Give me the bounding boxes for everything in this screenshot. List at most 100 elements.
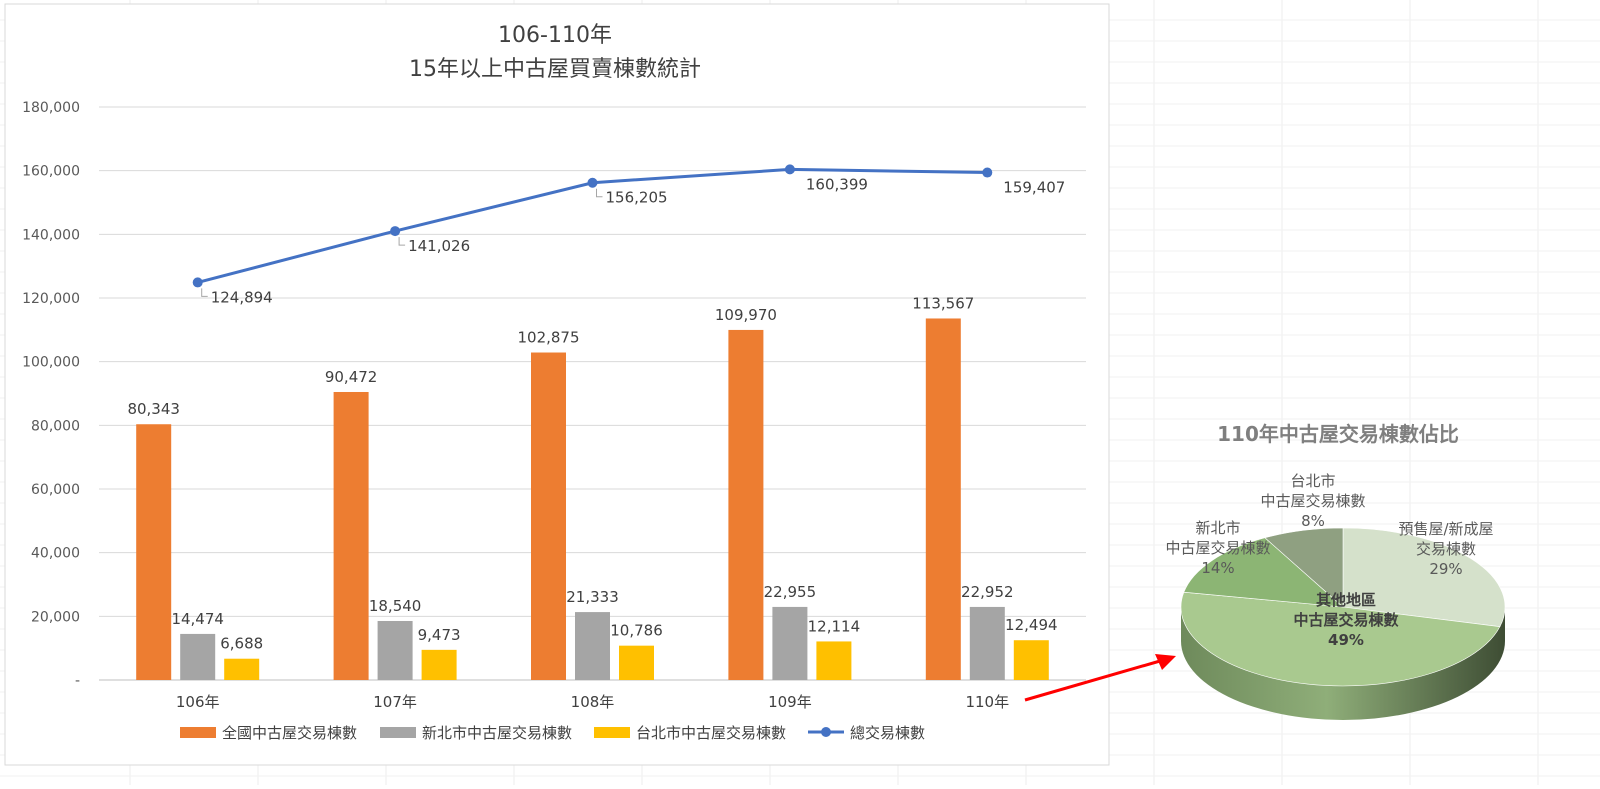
pie-label-line: 29% [1429, 560, 1462, 578]
bar[interactable] [377, 620, 413, 680]
bar-data-label: 22,952 [961, 583, 1014, 601]
bar-data-label: 21,333 [566, 588, 619, 606]
bar[interactable] [772, 606, 808, 680]
y-tick-label: 180,000 [22, 100, 80, 116]
y-tick-label: 120,000 [22, 291, 80, 307]
pie-slice[interactable] [1180, 591, 1501, 687]
bar[interactable] [180, 633, 216, 680]
legend-swatch [594, 727, 630, 738]
bar[interactable] [333, 391, 369, 680]
bar[interactable] [224, 658, 260, 680]
bar-data-label: 90,472 [325, 368, 378, 386]
bar-data-label: 6,688 [220, 635, 263, 653]
pie-slice[interactable] [1183, 537, 1344, 608]
pie-slice[interactable] [1342, 527, 1506, 627]
line-data-label: 159,407 [1003, 179, 1065, 197]
legend-item[interactable]: 全國中古屋交易棟數 [180, 724, 357, 742]
pie-slice-label: 預售屋/新成屋交易棟數 29% [1398, 520, 1493, 578]
x-axis-tick-labels: 106年 107年 108年 109年 110年 [176, 693, 1009, 711]
line-data-label: 124,894 [211, 288, 273, 306]
x-tick-label: 109年 [768, 693, 812, 711]
pie-labels: 預售屋/新成屋交易棟數 29%其他地區中古屋交易棟數 49%新北市中古屋交易棟數 14… [1165, 472, 1493, 649]
line-data-label: 156,205 [606, 189, 668, 207]
pie-slice-label: 台北市中古屋交易棟數 8% [1260, 472, 1365, 530]
bar-data-label: 113,567 [912, 294, 974, 312]
bar[interactable] [136, 424, 172, 680]
bar[interactable] [575, 612, 610, 680]
x-tick-label: 110年 [965, 693, 1009, 711]
legend-swatch [380, 727, 416, 738]
x-tick-label: 108年 [571, 693, 615, 711]
y-tick-label: 100,000 [22, 355, 80, 371]
line-point[interactable] [390, 226, 401, 237]
leader-line [201, 288, 208, 297]
bar-data-label: 9,473 [418, 626, 461, 644]
pie-label-line: 8% [1301, 512, 1325, 530]
bar-data-label: 12,494 [1005, 616, 1058, 634]
y-tick-label: 60,000 [31, 482, 80, 498]
red-arrow [1024, 654, 1176, 702]
bar-data-label: 12,114 [808, 617, 861, 635]
legend-label: 新北市中古屋交易棟數 [422, 724, 572, 742]
y-tick-label: 20,000 [31, 609, 80, 625]
line-data-labels: 124,894 141,026 156,205 160,399 159,407 [201, 175, 1065, 306]
y-tick-label: 40,000 [31, 546, 80, 562]
pie-slice-label: 新北市中古屋交易棟數 14% [1165, 519, 1270, 577]
line-point[interactable] [587, 177, 598, 188]
bar[interactable] [421, 649, 457, 680]
bar-data-label: 80,343 [127, 400, 180, 418]
y-tick-label: 160,000 [22, 164, 80, 180]
pie-label-line: 其他地區 [1316, 591, 1376, 609]
bar-series [136, 318, 1049, 680]
bar-data-label: 10,786 [610, 622, 663, 640]
legend-label: 台北市中古屋交易棟數 [636, 724, 786, 742]
red-arrow-shaft [1024, 659, 1161, 702]
y-tick-label: - [75, 673, 80, 689]
pie-label-line: 中古屋交易棟數 [1260, 492, 1365, 510]
legend-label: 總交易棟數 [850, 724, 925, 742]
pie-label-line: 中古屋交易棟數 [1293, 611, 1398, 629]
legend-swatch [180, 727, 216, 738]
bar[interactable] [619, 645, 654, 680]
pie-label-line: 14% [1201, 559, 1234, 577]
pie-title: 110年中古屋交易棟數佔比 [1217, 422, 1459, 446]
pie-label-line: 台北市 [1290, 472, 1335, 490]
legend: 全國中古屋交易棟數 新北市中古屋交易棟數 台北市中古屋交易棟數 總交易棟數 [180, 724, 925, 742]
bar-data-label: 102,875 [517, 329, 579, 347]
pie-slice[interactable] [1264, 527, 1344, 608]
pie-side-wall [1181, 607, 1505, 720]
legend-item[interactable]: 總交易棟數 [808, 724, 925, 742]
pie-label-line: 49% [1328, 631, 1364, 649]
bar-data-labels: 80,343 90,472 102,875 109,970 113,567 14,474 1… [127, 294, 1057, 652]
pie-label-line: 中古屋交易棟數 [1165, 539, 1270, 557]
bar[interactable] [531, 352, 566, 680]
legend-item[interactable]: 新北市中古屋交易棟數 [380, 724, 572, 742]
legend-label: 全國中古屋交易棟數 [222, 724, 357, 742]
y-tick-label: 140,000 [22, 227, 80, 243]
bar[interactable] [728, 329, 764, 680]
bar[interactable] [969, 606, 1005, 680]
pie-label-line: 預售屋/新成屋 [1398, 520, 1493, 538]
y-tick-label: 80,000 [31, 418, 80, 434]
pie-label-line: 交易棟數 [1416, 540, 1476, 558]
pie-chart [1180, 527, 1506, 720]
legend-item[interactable]: 台北市中古屋交易棟數 [594, 724, 786, 742]
bar[interactable] [816, 641, 852, 680]
line-point[interactable] [192, 277, 203, 288]
leader-line [398, 237, 406, 246]
bar-data-label: 22,955 [764, 583, 817, 601]
y-axis-tick-labels: - 20,000 40,000 60,000 80,000 100,000 120,000 1… [22, 100, 80, 689]
x-tick-label: 106年 [176, 693, 220, 711]
bar-data-label: 109,970 [715, 306, 777, 324]
line-data-label: 141,026 [408, 237, 470, 255]
legend-swatch-marker [821, 727, 831, 737]
chart-subtitle: 15年以上中古屋買賣棟數統計 [409, 57, 701, 82]
line-point[interactable] [982, 167, 993, 178]
bar[interactable] [925, 318, 961, 680]
bar-data-label: 14,474 [171, 610, 224, 628]
pie-label-line: 新北市 [1195, 519, 1240, 537]
line-point[interactable] [784, 164, 795, 175]
bar[interactable] [1013, 640, 1049, 680]
